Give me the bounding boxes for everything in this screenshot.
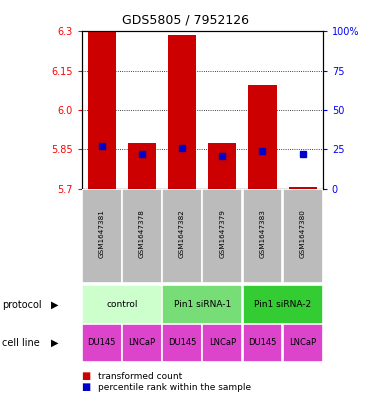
Text: ■: ■ — [82, 371, 91, 382]
Text: protocol: protocol — [2, 299, 42, 310]
Text: GDS5805 / 7952126: GDS5805 / 7952126 — [122, 14, 249, 27]
Text: GSM1647381: GSM1647381 — [99, 209, 105, 258]
Bar — [122, 324, 162, 362]
Bar — [249, 85, 276, 189]
Bar — [243, 189, 282, 283]
Text: LNCaP: LNCaP — [209, 338, 236, 347]
Text: GSM1647383: GSM1647383 — [259, 209, 266, 258]
Text: Pin1 siRNA-2: Pin1 siRNA-2 — [254, 300, 311, 309]
Text: LNCaP: LNCaP — [128, 338, 155, 347]
Text: DU145: DU145 — [88, 338, 116, 347]
Text: DU145: DU145 — [168, 338, 196, 347]
Bar — [82, 189, 122, 283]
Bar — [128, 143, 156, 189]
Bar — [203, 324, 242, 362]
Text: Pin1 siRNA-1: Pin1 siRNA-1 — [174, 300, 231, 309]
Text: ▶: ▶ — [51, 338, 59, 348]
Text: control: control — [106, 300, 138, 309]
Text: GSM1647379: GSM1647379 — [219, 209, 225, 258]
Bar — [82, 324, 122, 362]
Bar — [203, 189, 242, 283]
Text: percentile rank within the sample: percentile rank within the sample — [98, 383, 252, 392]
Text: transformed count: transformed count — [98, 372, 183, 381]
Text: ▶: ▶ — [51, 299, 59, 310]
Bar — [283, 189, 322, 283]
Bar — [243, 285, 322, 324]
Text: LNCaP: LNCaP — [289, 338, 316, 347]
Bar — [82, 285, 162, 324]
Text: cell line: cell line — [2, 338, 40, 348]
Bar — [243, 324, 282, 362]
Bar — [122, 189, 162, 283]
Bar — [162, 189, 202, 283]
Bar — [168, 35, 196, 189]
Bar — [283, 324, 322, 362]
Bar — [88, 31, 116, 189]
Text: GSM1647380: GSM1647380 — [300, 209, 306, 258]
Bar — [289, 187, 317, 189]
Bar — [208, 143, 236, 189]
Text: DU145: DU145 — [248, 338, 277, 347]
Text: GSM1647382: GSM1647382 — [179, 209, 185, 258]
Text: GSM1647378: GSM1647378 — [139, 209, 145, 258]
Bar — [162, 324, 202, 362]
Bar — [162, 285, 242, 324]
Text: ■: ■ — [82, 382, 91, 393]
